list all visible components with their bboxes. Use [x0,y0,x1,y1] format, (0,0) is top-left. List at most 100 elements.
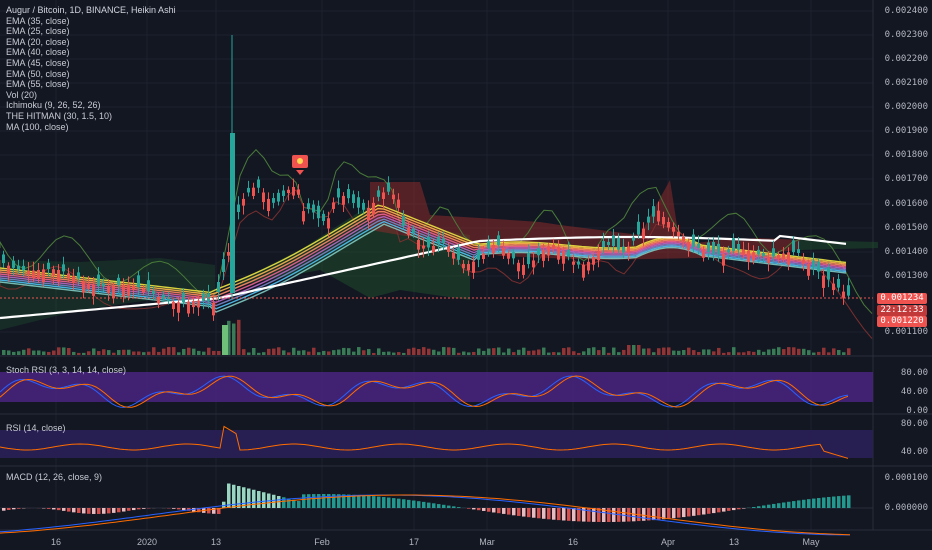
volume-bar [52,350,56,355]
candle-body [482,253,485,260]
candle-body [312,204,315,213]
indicator-legend: Augur / Bitcoin, 1D, BINANCE, Heikin Ash… [6,5,176,132]
candle-body [282,190,285,196]
candle-body [537,248,540,256]
macd-histogram-bar [552,508,556,520]
rsi-title[interactable]: RSI (14, close) [6,423,66,433]
rsi-line [0,425,849,459]
volume-bar [197,350,201,355]
candle-body [497,235,500,246]
volume-bar [567,347,571,355]
macd-histogram-bar [612,508,616,522]
price-axis-label: 0.002200 [884,54,928,64]
candle-body [492,245,495,254]
volume-bar [487,348,491,355]
candle-body [317,205,320,219]
legend-ichimoku[interactable]: Ichimoku (9, 26, 52, 26) [6,100,101,111]
volume-bar [252,348,256,355]
legend-ema-35[interactable]: EMA (35, close) [6,15,70,26]
macd-histogram-bar [627,508,631,522]
volume-bar [732,347,736,355]
macd-histogram-bar [312,494,316,508]
price-axis-label: 0.001300 [884,271,928,281]
volume-bar [832,348,836,355]
legend-volume[interactable]: Vol (20) [6,89,38,100]
volume-bar [777,347,781,355]
candle-body [322,213,325,221]
macd-histogram-bar [7,508,11,510]
volume-bar [272,348,276,355]
legend-ema-25[interactable]: EMA (25, close) [6,26,70,37]
volume-bar [282,350,286,355]
macd-histogram-bar [432,503,436,508]
macd-histogram-bar [362,495,366,508]
macd-histogram-bar [507,508,511,515]
macd-histogram-bar [137,508,141,510]
macd-histogram-bar [12,508,16,510]
legend-ema-50[interactable]: EMA (50, close) [6,68,70,79]
volume-bar [382,351,386,355]
candle-body [487,241,490,249]
candle-body [427,236,430,248]
macd-histogram-bar [492,508,496,513]
macd-histogram-bar [262,492,266,508]
volume-bar [292,347,296,355]
candle-body [832,283,835,291]
volume-bar [452,347,456,355]
macd-histogram-bar [232,484,236,508]
macd-signal-line [0,494,851,536]
volume-bar [297,350,301,355]
macd-histogram-bar [107,508,111,514]
volume-bar [427,348,431,355]
volume-bar [667,347,671,355]
volume-bar [247,352,251,355]
volume-bar [277,347,281,355]
legend-ema-20[interactable]: EMA (20, close) [6,36,70,47]
volume-bar [547,352,551,355]
chart-title[interactable]: Augur / Bitcoin, 1D, BINANCE, Heikin Ash… [6,5,176,15]
candle-body [307,203,310,210]
stoch-overbought-band [0,372,873,402]
macd-histogram-bar [742,508,746,509]
volume-bar [122,349,126,355]
macd-histogram-bar [67,508,71,512]
legend-ema-40[interactable]: EMA (40, close) [6,47,70,58]
macd-histogram-bar [357,495,361,508]
volume-bar [817,351,821,355]
legend-ma-100[interactable]: MA (100, close) [6,121,69,132]
legend-ema-45[interactable]: EMA (45, close) [6,57,70,68]
legend-hitman[interactable]: THE HITMAN (30, 1.5, 10) [6,110,113,121]
macd-histogram-bar [647,508,651,521]
volume-bar [537,349,541,355]
price-axis-label: 0.002100 [884,78,928,88]
rsi-axis-label: 40.00 [900,447,928,457]
candle-body [572,261,575,265]
macd-histogram-bar [197,508,201,513]
candle-body [747,250,750,263]
candle-body [592,256,595,265]
volume-bar [392,352,396,355]
stoch-rsi-title[interactable]: Stoch RSI (3, 3, 14, 14, close) [6,365,127,375]
macd-histogram-bar [592,508,596,522]
price-axis-label: 0.002400 [884,6,928,16]
macd-histogram-bar [2,508,6,511]
macd-histogram-bar [72,508,76,513]
macd-histogram-bar [452,506,456,508]
macd-histogram-bar [727,508,731,511]
rsi-axis-label: 80.00 [900,419,928,429]
stoch-axis-label: 40.00 [900,387,928,397]
volume-bar [837,350,841,355]
candle-body [327,218,330,229]
macd-title[interactable]: MACD (12, 26, close, 9) [6,472,103,482]
legend-ema-55[interactable]: EMA (55, close) [6,79,70,90]
price-axis-label: 0.001600 [884,199,928,209]
macd-histogram-bar [642,508,646,521]
candle-body [407,227,410,236]
volume-bar [322,350,326,355]
candle-body [362,202,365,210]
volume-bar [397,352,401,355]
candle-body [77,272,80,279]
candle-body [652,206,655,217]
